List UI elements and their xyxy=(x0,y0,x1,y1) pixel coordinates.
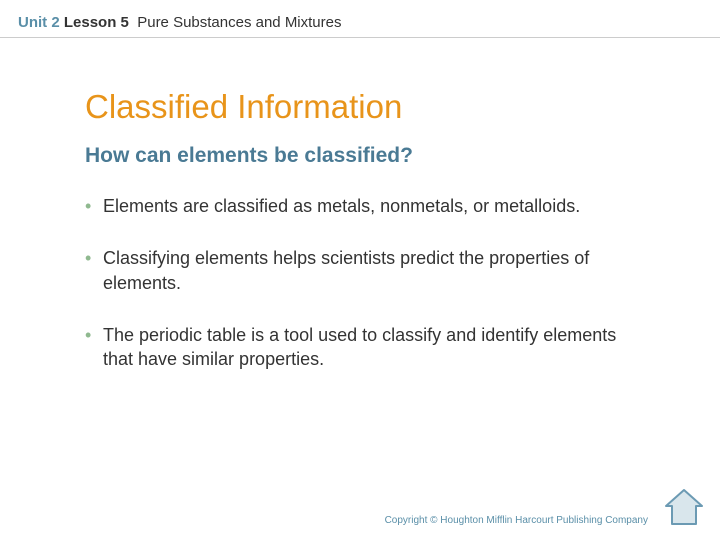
bullet-item: Elements are classified as metals, nonme… xyxy=(85,194,650,218)
bullet-item: Classifying elements helps scientists pr… xyxy=(85,246,650,295)
bullet-item: The periodic table is a tool used to cla… xyxy=(85,323,650,372)
copyright-text: Copyright © Houghton Mifflin Harcourt Pu… xyxy=(385,515,648,526)
lesson-label: Lesson 5 xyxy=(64,14,129,31)
slide-header: Unit 2 Lesson 5 Pure Substances and Mixt… xyxy=(0,0,720,38)
bullet-list: Elements are classified as metals, nonme… xyxy=(85,194,650,371)
slide-content: Classified Information How can elements … xyxy=(0,38,720,371)
sub-title: How can elements be classified? xyxy=(85,144,650,168)
lesson-title: Pure Substances and Mixtures xyxy=(137,14,341,31)
header-text: Unit 2 Lesson 5 Pure Substances and Mixt… xyxy=(18,14,702,31)
home-button[interactable] xyxy=(662,486,706,530)
home-icon xyxy=(662,486,706,530)
main-title: Classified Information xyxy=(85,88,650,126)
unit-label: Unit 2 xyxy=(18,14,60,31)
